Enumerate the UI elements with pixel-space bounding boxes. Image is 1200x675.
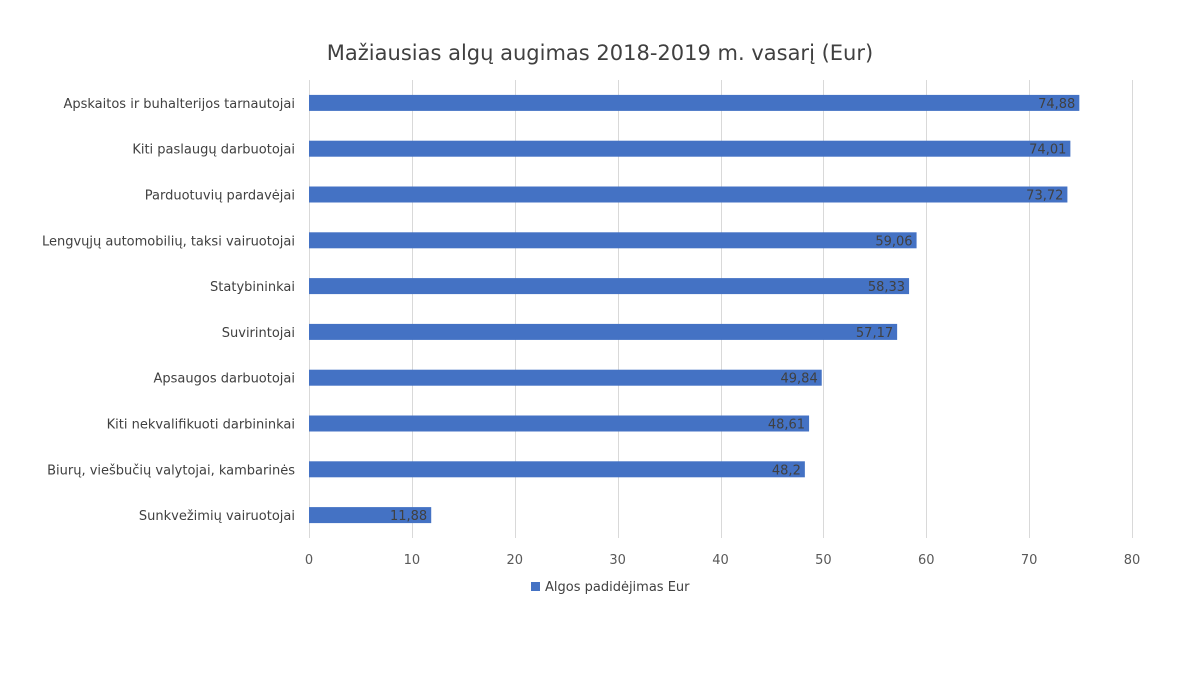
bar-8 (309, 461, 805, 478)
category-label-4: Statybininkai (210, 280, 295, 295)
data-label-9: 11,88 (390, 509, 427, 524)
x-tick-label-0: 0 (305, 553, 313, 568)
legend-label: Algos padidėjimas Eur (545, 580, 690, 595)
data-label-1: 74,01 (1029, 143, 1066, 158)
data-label-5: 57,17 (856, 326, 893, 341)
legend-swatch (531, 582, 540, 591)
bar-5 (309, 323, 898, 340)
x-axis-ticks: 0 10 20 30 40 50 60 70 80 (305, 553, 1140, 568)
x-tick-label-30: 30 (609, 553, 626, 568)
data-label-0: 74,88 (1038, 97, 1075, 112)
bar-3 (309, 232, 917, 249)
bar-0 (309, 94, 1080, 111)
category-label-2: Parduotuvių pardavėjai (145, 189, 295, 204)
bar-6 (309, 369, 822, 386)
data-label-4: 58,33 (868, 280, 905, 295)
bar-1 (309, 140, 1071, 157)
category-label-7: Kiti nekvalifikuoti darbininkai (107, 418, 295, 433)
data-label-8: 48,2 (772, 463, 801, 478)
data-label-7: 48,61 (768, 418, 805, 433)
x-tick-label-70: 70 (1021, 553, 1038, 568)
category-label-1: Kiti paslaugų darbuotojai (132, 143, 295, 158)
data-label-6: 49,84 (781, 372, 818, 387)
x-tick-label-40: 40 (712, 553, 729, 568)
category-label-8: Biurų, viešbučių valytojai, kambarinės (47, 463, 295, 478)
bar-4 (309, 278, 910, 295)
legend: Algos padidėjimas Eur (531, 580, 690, 595)
x-tick-label-50: 50 (815, 553, 832, 568)
category-label-5: Suvirintojai (222, 326, 295, 341)
x-tick-label-20: 20 (506, 553, 523, 568)
bars: 74,88 74,01 73,72 59,06 58,33 57,17 49,84 48,61… (309, 94, 1080, 524)
x-tick-label-80: 80 (1124, 553, 1141, 568)
category-label-6: Apsaugos darbuotojai (154, 372, 295, 387)
bar-2 (309, 186, 1068, 203)
x-tick-label-60: 60 (918, 553, 935, 568)
chart-title: Mažiausias algų augimas 2018-2019 m. vas… (327, 41, 873, 65)
category-label-9: Sunkvežimių vairuotojai (139, 509, 295, 524)
category-label-3: Lengvųjų automobilių, taksi vairuotojai (42, 234, 295, 249)
bar-9 (309, 507, 432, 524)
data-label-3: 59,06 (875, 234, 912, 249)
category-labels: Apskaitos ir buhalterijos tarnautojai Kit… (42, 97, 295, 524)
category-label-0: Apskaitos ir buhalterijos tarnautojai (63, 97, 295, 112)
data-label-2: 73,72 (1026, 189, 1063, 204)
bar-7 (309, 415, 810, 432)
x-tick-label-10: 10 (404, 553, 421, 568)
